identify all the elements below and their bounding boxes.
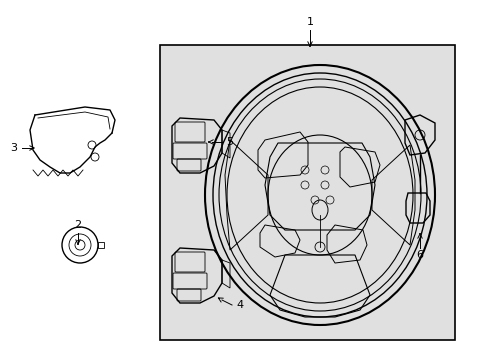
Text: 3: 3 xyxy=(10,143,18,153)
Text: 5: 5 xyxy=(226,137,233,147)
Bar xyxy=(160,45,454,340)
Text: 2: 2 xyxy=(74,220,81,230)
Text: 4: 4 xyxy=(236,300,243,310)
Text: 6: 6 xyxy=(416,250,423,260)
Text: 1: 1 xyxy=(306,17,313,27)
